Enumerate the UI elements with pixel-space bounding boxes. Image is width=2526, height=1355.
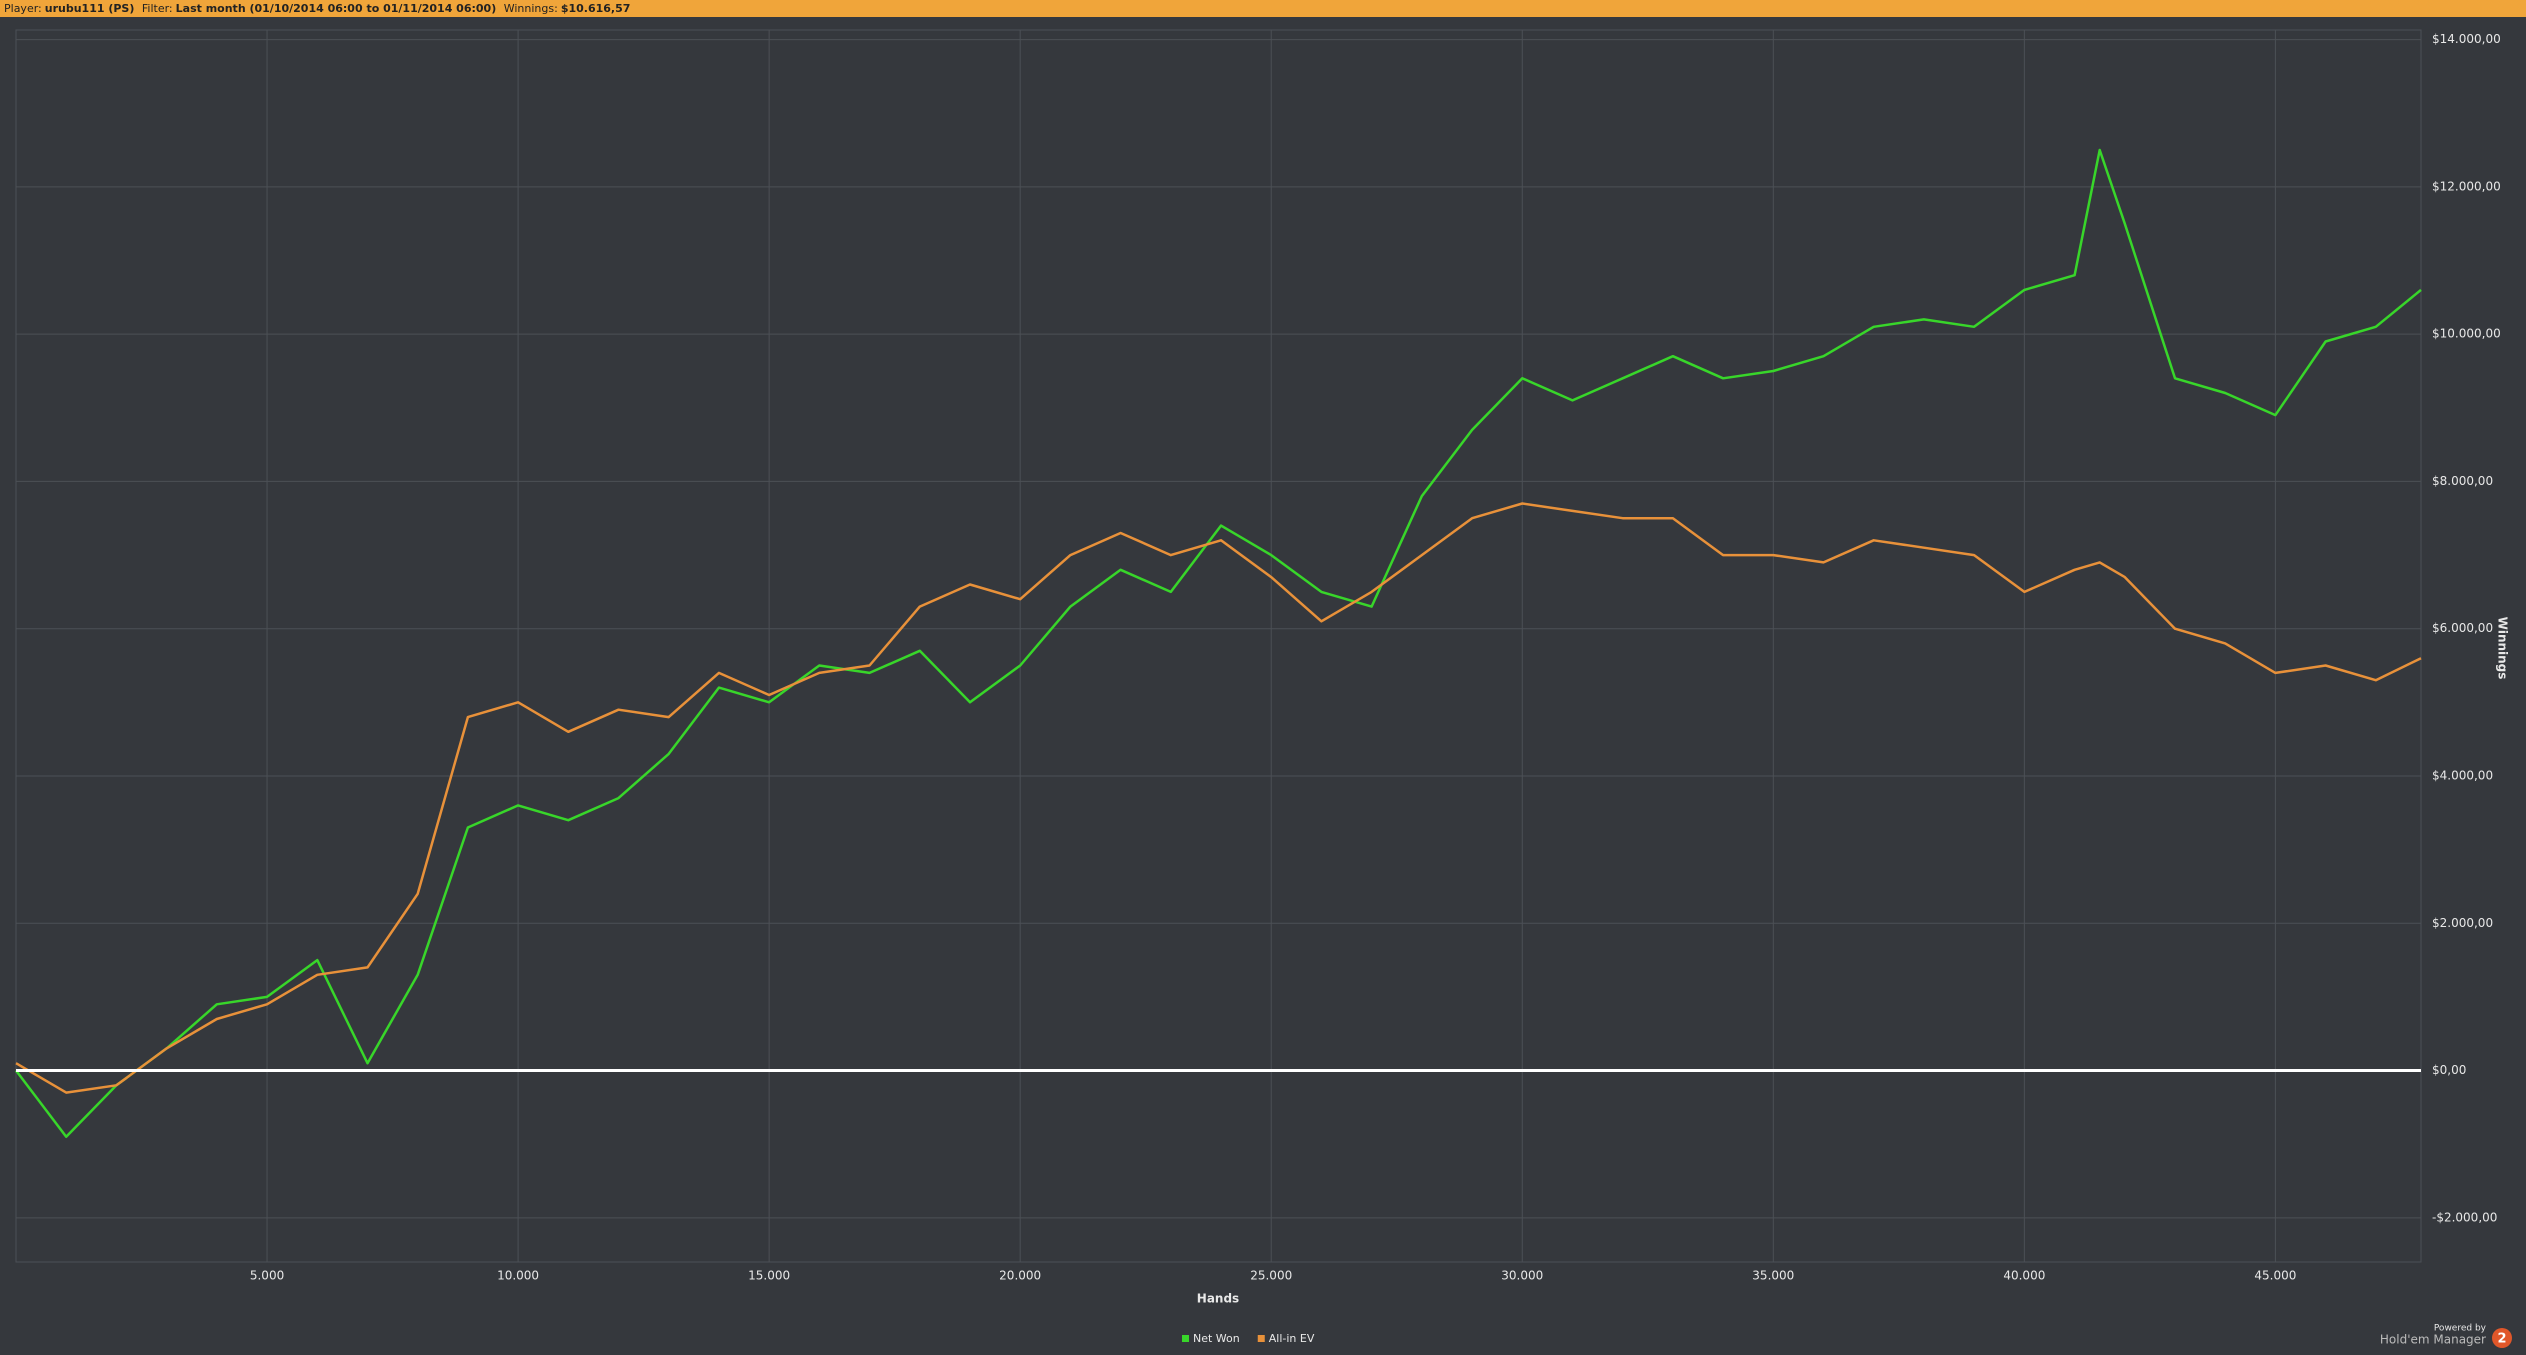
plot-frame (15, 29, 2422, 1263)
series-line (15, 502, 2422, 1094)
series-line (15, 148, 2422, 1139)
y-tick-label: -$2.000,00 (2432, 1210, 2497, 1224)
x-tick-label: 20.000 (999, 1269, 1041, 1283)
filter: Last month (01/10/2014 06:00 to 01/11/20… (175, 2, 497, 15)
chart: Hands Winnings Powered by Hold'em Manage… (15, 29, 2512, 1348)
y-tick-label: $2.000,00 (2432, 916, 2493, 930)
header-bar: Player: urubu111 (PS) Filter: Last month (… (0, 0, 2526, 17)
filter-label: Filter: (141, 2, 173, 15)
y-axis-title: Winnings (2496, 617, 2510, 680)
x-tick-label: 5.000 (250, 1269, 284, 1283)
y-tick-label: $4.000,00 (2432, 768, 2493, 782)
watermark-badge (2492, 1328, 2512, 1348)
watermark-version: 2 (2497, 1332, 2506, 1347)
x-axis-title: Hands (1197, 1292, 1239, 1306)
player: urubu111 (PS) (44, 2, 135, 15)
legend-swatch (1257, 1335, 1265, 1342)
legend-label: Net Won (1193, 1332, 1240, 1345)
y-tick-label: $10.000,00 (2432, 327, 2501, 341)
y-tick-label: $14.000,00 (2432, 32, 2501, 46)
legend-swatch (1182, 1335, 1189, 1342)
winnings: $10.616,57 (560, 2, 631, 15)
x-tick-label: 15.000 (748, 1269, 790, 1283)
x-tick-label: 10.000 (497, 1269, 539, 1283)
y-tick-label: $8.000,00 (2432, 474, 2493, 488)
watermark-powered: Powered by (2434, 1324, 2487, 1334)
y-tick-label: $12.000,00 (2432, 179, 2501, 193)
x-tick-label: 35.000 (1752, 1269, 1794, 1283)
x-tick-label: 45.000 (2254, 1269, 2296, 1283)
x-tick-label: 25.000 (1250, 1269, 1292, 1283)
y-tick-label: $0,00 (2432, 1063, 2466, 1077)
player-label: Player: (4, 2, 42, 15)
winnings-label: Winnings: (503, 2, 558, 15)
legend-label: All-in EV (1269, 1332, 1315, 1345)
watermark-product: Hold'em Manager (2380, 1333, 2486, 1347)
x-tick-label: 40.000 (2003, 1269, 2045, 1283)
y-tick-label: $6.000,00 (2432, 621, 2493, 635)
x-tick-label: 30.000 (1501, 1269, 1543, 1283)
